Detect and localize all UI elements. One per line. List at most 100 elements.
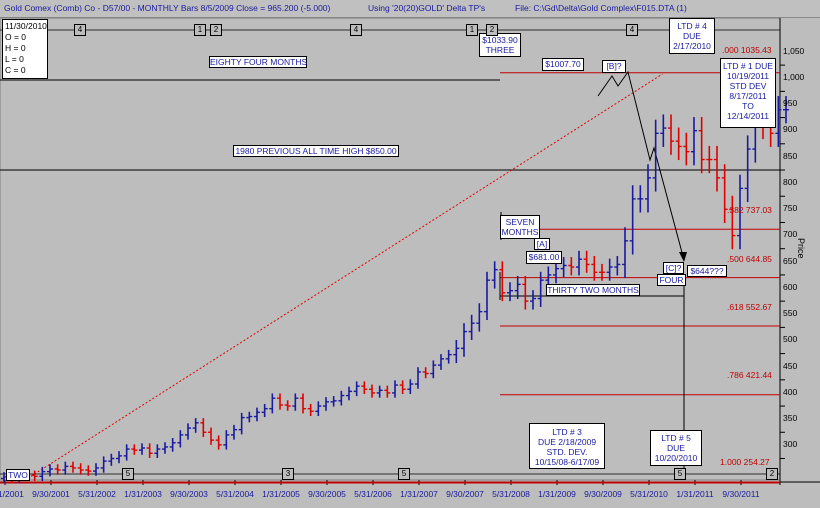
b-peak-label: $1007.70 xyxy=(542,58,584,71)
x-tick-label: 1/31/2009 xyxy=(538,489,576,499)
ohlc-close: C = 0 xyxy=(5,65,26,75)
ltd1-box: LTD # 1 DUE 10/19/2011 STD DEV 8/17/2011… xyxy=(720,58,776,128)
y-tick-label: 750 xyxy=(783,203,798,213)
a-low-label: $681.00 xyxy=(526,251,562,264)
ltd4-line-2: DUE xyxy=(683,31,701,41)
ltd5-line-3: 10/20/2010 xyxy=(654,453,698,463)
seven-line-2: MONTHS xyxy=(501,227,539,237)
x-tick-label: 5/31/2004 xyxy=(216,489,254,499)
ltd3-line-4: 10/15/08-6/17/09 xyxy=(534,457,600,467)
cycle-marker-top: 2 xyxy=(486,24,498,36)
x-tick-label: 1/31/2011 xyxy=(676,489,714,499)
x-tick-label: 1/31/2001 xyxy=(0,489,24,499)
y-tick-label: 550 xyxy=(783,308,798,318)
cycle-marker-top: 1 xyxy=(194,24,206,36)
projection-arrowhead xyxy=(679,252,687,262)
cycle-marker-top: 1 xyxy=(466,24,478,36)
y-axis-title: Price xyxy=(796,238,806,259)
seven-months-box: SEVEN MONTHS xyxy=(500,215,540,239)
x-tick-label: 9/30/2005 xyxy=(308,489,346,499)
x-tick-label: 9/30/2011 xyxy=(722,489,760,499)
cycle-marker-bottom: 3 xyxy=(282,468,294,480)
cycle-marker-bottom: 2 xyxy=(766,468,778,480)
seven-line-1: SEVEN xyxy=(505,217,535,227)
ltd3-box: LTD # 3 DUE 2/18/2009 STD. DEV. 10/15/08… xyxy=(529,423,605,469)
y-tick-label: 950 xyxy=(783,98,798,108)
y-tick-label: 400 xyxy=(783,387,798,397)
wave-c-label: [C]? xyxy=(663,262,684,274)
x-tick-label: 9/30/2009 xyxy=(584,489,622,499)
ltd1-line-5: TO xyxy=(742,101,754,111)
cycle-marker-bottom: 5 xyxy=(674,468,686,480)
x-tick-label: 5/31/2006 xyxy=(354,489,392,499)
wave-b-label: [B]? xyxy=(602,60,626,73)
ltd4-box: LTD # 4 DUE 2/17/2010 xyxy=(669,18,715,54)
y-tick-label: 650 xyxy=(783,256,798,266)
x-tick-label: 1/31/2007 xyxy=(400,489,438,499)
ltd1-line-1: LTD # 1 DUE xyxy=(723,61,773,71)
wave-four-label: FOUR xyxy=(657,274,686,286)
y-tick-label: 300 xyxy=(783,439,798,449)
cycle-marker-top: 4 xyxy=(350,24,362,36)
thirty-two-months-label: THIRTY TWO MONTHS xyxy=(546,284,640,296)
high-price: $1033.90 xyxy=(482,35,518,45)
ltd3-line-2: DUE 2/18/2009 xyxy=(537,437,597,447)
x-tick-label: 1/31/2003 xyxy=(124,489,162,499)
cycle-marker-bottom: 5 xyxy=(122,468,134,480)
high-box: $1033.90 THREE xyxy=(479,33,521,57)
cycle-marker-top: 4 xyxy=(74,24,86,36)
y-tick-label: 450 xyxy=(783,361,798,371)
previous-high-label: 1980 PREVIOUS ALL TIME HIGH $850.00 xyxy=(233,145,399,157)
fib-1000-label: 1.000 254.27 xyxy=(720,457,770,467)
trend-line xyxy=(27,73,663,479)
ltd3-line-3: STD. DEV. xyxy=(546,447,588,457)
x-tick-label: 9/30/2003 xyxy=(170,489,208,499)
y-tick-label: 350 xyxy=(783,413,798,423)
wave-a-label: [A] xyxy=(534,238,550,250)
chart-title: Gold Comex (Comb) Co - D57/00 - MONTHLY … xyxy=(4,3,331,13)
y-tick-label: 500 xyxy=(783,334,798,344)
x-tick-label: 9/30/2007 xyxy=(446,489,484,499)
wave-two-label: TWO xyxy=(6,469,30,481)
y-tick-label: 900 xyxy=(783,124,798,134)
ohlc-low: L = 0 xyxy=(5,54,24,64)
fib-000-label: .000 1035.43 xyxy=(722,45,772,55)
x-tick-label: 5/31/2010 xyxy=(630,489,668,499)
x-tick-label: 5/31/2002 xyxy=(78,489,116,499)
ltd3-line-1: LTD # 3 xyxy=(552,427,582,437)
y-tick-label: 800 xyxy=(783,177,798,187)
ltd4-line-1: LTD # 4 xyxy=(677,21,707,31)
file-path: File: C:\Gd\Delta\Gold Complex\F015.DTA … xyxy=(515,3,687,13)
ltd1-line-2: 10/19/2011 xyxy=(727,71,769,81)
y-tick-label: 1,050 xyxy=(783,46,805,56)
plot-area xyxy=(0,17,781,481)
delta-tp-label: Using '20(20)GOLD' Delta TP's xyxy=(368,3,486,13)
cycle-marker-bottom: 5 xyxy=(398,468,410,480)
fib-618-label: .618 552.67 xyxy=(727,302,772,312)
ltd4-line-3: 2/17/2010 xyxy=(673,41,711,51)
fib-786-label: .786 421.44 xyxy=(727,370,772,380)
x-tick-label: 9/30/2001 xyxy=(32,489,70,499)
ohlc-high: H = 0 xyxy=(5,43,26,53)
projection-path xyxy=(597,70,685,261)
ltd1-line-6: 12/14/2011 xyxy=(727,111,769,121)
cycle-marker-top: 2 xyxy=(210,24,222,36)
eighty-four-months-label: EIGHTY FOUR MONTHS xyxy=(209,56,308,68)
ohlc-open: O = 0 xyxy=(5,32,27,42)
ltd1-line-4: 8/17/2011 xyxy=(729,91,767,101)
fib-500-label: .500 644.85 xyxy=(727,254,772,264)
target-label: $644??? xyxy=(687,265,727,277)
cycle-marker-top: 4 xyxy=(626,24,638,36)
ohlc-readout: 11/30/2010 O = 0 H = 0 L = 0 C = 0 xyxy=(2,19,48,79)
ltd5-line-2: DUE xyxy=(667,443,685,453)
y-tick-label: 1,000 xyxy=(783,72,805,82)
x-tick-label: 5/31/2008 xyxy=(492,489,530,499)
ltd5-line-1: LTD # 5 xyxy=(661,433,691,443)
y-tick-label: 600 xyxy=(783,282,798,292)
ltd5-box: LTD # 5 DUE 10/20/2010 xyxy=(650,430,702,466)
y-tick-label: 700 xyxy=(783,229,798,239)
ohlc-date: 11/30/2010 xyxy=(5,21,47,31)
wave-three-label: THREE xyxy=(485,45,515,55)
